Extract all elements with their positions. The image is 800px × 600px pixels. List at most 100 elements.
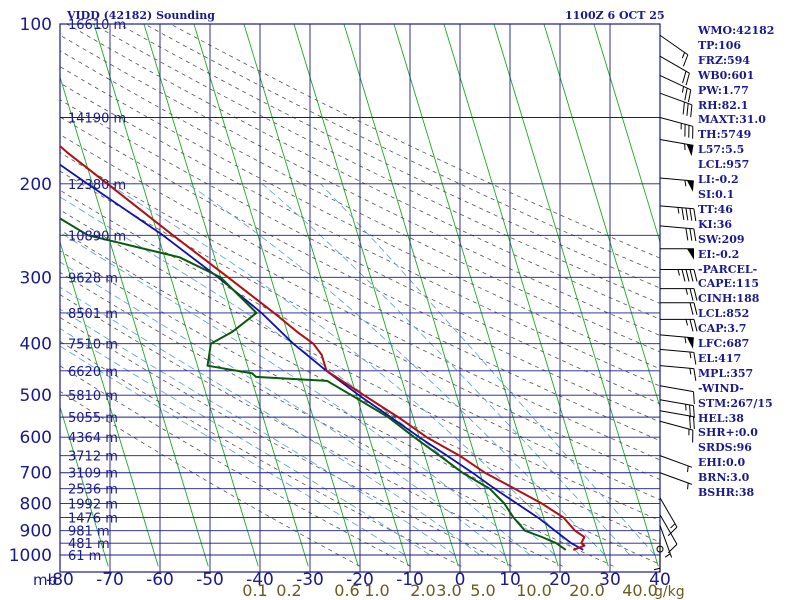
moist-adiabat [187, 183, 606, 556]
barb-staff [659, 34, 689, 56]
dry-adiabat [60, 294, 564, 567]
barb-feather [689, 415, 691, 429]
index-item: LCL:852 [698, 307, 750, 321]
wind-barb [659, 525, 673, 558]
dry-adiabat [60, 66, 660, 370]
barb-feather [692, 405, 695, 418]
barb-half-feather [689, 351, 692, 359]
wind-barb [659, 472, 693, 490]
index-item: FRZ:594 [698, 53, 751, 67]
barb-feather [682, 102, 685, 115]
wind-barb [659, 365, 697, 381]
height-label: 481 m [68, 537, 110, 552]
barb-feather [690, 104, 693, 118]
dry-adiabat [60, 82, 660, 387]
index-item: TH:5749 [698, 128, 752, 142]
barb-feather [693, 302, 698, 315]
height-label: 2536 m [68, 483, 118, 498]
mixing-ratio-label: 0.1 [242, 581, 267, 600]
wind-barb [659, 117, 694, 139]
mixing-ratio-label: 5.0 [470, 581, 495, 600]
isotherm [543, 24, 660, 409]
index-item: TT:46 [698, 202, 733, 216]
index-item: LCL:957 [698, 158, 750, 172]
barb-staff [659, 525, 673, 558]
mixing-ratio-label: 40.0 [622, 581, 658, 600]
barb-half-feather [684, 180, 687, 187]
index-item: EL:417 [698, 351, 742, 365]
wind-barbs [653, 34, 698, 573]
barb-feather [685, 228, 689, 241]
index-item: MAXT:31.0 [698, 113, 766, 127]
wind-barb [660, 318, 698, 332]
barb-staff [659, 75, 692, 91]
index-item: L57:5.5 [698, 143, 745, 157]
moist-adiabat [261, 183, 631, 556]
wind-barb [659, 138, 694, 157]
pressure-tick-label: 700 [20, 464, 52, 484]
pressure-tick-label: 500 [20, 386, 52, 406]
dry-adiabat [60, 134, 660, 442]
barb-feather [689, 302, 694, 315]
temperature-tick-label: -80 [46, 570, 74, 590]
wind-barb [659, 348, 697, 365]
isotherm [193, 24, 359, 567]
barb-staff [659, 455, 693, 468]
dry-adiabat [60, 365, 411, 567]
barb-half-feather [687, 465, 689, 473]
indices-panel: WMO:42182 TP:106 FRZ:594 WB0:601 PW:1.77 RH:8… [698, 24, 798, 501]
barb-feather [693, 228, 697, 242]
dry-adiabat [60, 50, 660, 353]
index-item: KI:36 [698, 217, 733, 231]
height-label: 1476 m [68, 512, 118, 527]
barb-feather [689, 208, 693, 221]
index-item: BRN:3.0 [698, 471, 750, 485]
barb-feather [682, 54, 689, 67]
barb-staff [659, 399, 694, 407]
barb-half-feather [685, 288, 688, 295]
height-label: 10890 m [68, 229, 126, 244]
temperature-tick-label: -70 [96, 570, 124, 590]
dry-adiabat-lines [60, 24, 660, 567]
barb-feather [681, 269, 686, 282]
barb-feather [693, 208, 697, 222]
mixing-ratio-label: 3.0 [436, 581, 461, 600]
wind-barb [659, 420, 694, 443]
moist-adiabat [60, 308, 456, 556]
wind-barb [659, 385, 695, 405]
temperature-tick-label: -20 [346, 570, 374, 590]
mixing-ratio-label: 20.0 [569, 581, 605, 600]
height-label: 3712 m [68, 450, 118, 465]
barb-staff [659, 138, 694, 146]
dry-adiabat [60, 170, 660, 480]
chart-title: VIDD (42182) Sounding [67, 9, 215, 22]
barb-half-feather [664, 553, 671, 558]
isotherm [393, 24, 559, 567]
mixing-ratio-label: 2.0 [410, 581, 435, 600]
wind-barb [659, 399, 695, 418]
height-label: 5810 m [68, 389, 118, 404]
height-label: 6620 m [68, 365, 118, 380]
index-item: PW:1.77 [698, 83, 749, 97]
wind-barb [659, 92, 693, 118]
dry-adiabat [60, 99, 660, 405]
wind-barb [659, 205, 697, 222]
index-item: CAP:3.7 [698, 322, 747, 336]
dry-adiabat [60, 209, 660, 522]
isotherm [0, 0, 8, 566]
barb-staff [659, 514, 678, 545]
barb-feather [693, 368, 697, 381]
barb-feather [693, 352, 697, 365]
barb-feather [689, 288, 694, 301]
temperature-tick-label: -30 [296, 570, 324, 590]
barb-half-feather [681, 86, 685, 93]
wind-barb [660, 302, 698, 315]
index-item: CINH:188 [698, 292, 760, 306]
pressure-tick-label: 800 [20, 495, 52, 515]
height-label: 5055 m [68, 411, 118, 426]
barb-feather [686, 103, 689, 116]
barb-half-feather [684, 336, 687, 344]
height-label: 4364 m [68, 431, 118, 446]
parcel-line [60, 163, 584, 551]
